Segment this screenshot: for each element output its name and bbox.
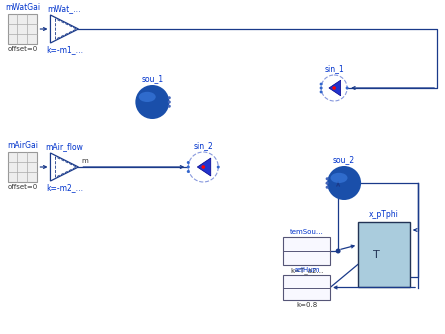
Text: sou_2: sou_2 [333, 155, 355, 164]
Text: k=0.8: k=0.8 [296, 302, 317, 308]
Text: k=-m1_…: k=-m1_… [46, 45, 83, 54]
Circle shape [326, 181, 329, 184]
Circle shape [346, 87, 348, 90]
Polygon shape [329, 80, 340, 96]
Circle shape [321, 75, 347, 101]
Ellipse shape [139, 92, 156, 102]
FancyBboxPatch shape [8, 14, 37, 44]
Circle shape [168, 101, 171, 104]
Text: m: m [81, 158, 88, 164]
Text: k=T_a2…: k=T_a2… [290, 267, 324, 274]
Text: sin_1: sin_1 [324, 64, 344, 73]
Circle shape [320, 87, 323, 90]
Polygon shape [197, 158, 211, 176]
Text: k=-m2_…: k=-m2_… [46, 183, 83, 192]
Text: mWat_…: mWat_… [48, 4, 81, 13]
Circle shape [187, 170, 190, 173]
Circle shape [188, 152, 218, 182]
Circle shape [202, 165, 205, 169]
Circle shape [332, 86, 336, 90]
Text: sin_2: sin_2 [194, 141, 213, 150]
Circle shape [187, 161, 190, 164]
Text: mAir_flow: mAir_flow [45, 142, 83, 151]
Circle shape [135, 85, 169, 119]
Text: relHum: relHum [294, 267, 320, 273]
Text: mWatGai: mWatGai [5, 3, 40, 12]
Circle shape [168, 105, 171, 108]
Text: sou_1: sou_1 [141, 74, 163, 83]
FancyBboxPatch shape [358, 222, 410, 287]
FancyBboxPatch shape [8, 152, 37, 182]
Circle shape [326, 177, 329, 180]
Text: offset=0: offset=0 [8, 46, 38, 52]
Polygon shape [50, 15, 78, 43]
Circle shape [217, 166, 220, 168]
Polygon shape [50, 153, 78, 181]
Circle shape [326, 186, 329, 189]
Text: temSou…: temSou… [290, 229, 324, 235]
Circle shape [336, 248, 340, 254]
Circle shape [168, 96, 171, 99]
FancyBboxPatch shape [283, 275, 330, 300]
Ellipse shape [331, 173, 348, 183]
Circle shape [187, 166, 190, 168]
Circle shape [320, 91, 323, 94]
Circle shape [320, 82, 323, 86]
FancyBboxPatch shape [283, 237, 330, 265]
Text: offset=0: offset=0 [8, 184, 38, 190]
Text: T: T [373, 249, 380, 260]
Text: x_pTphi: x_pTphi [369, 210, 399, 219]
Text: mAirGai: mAirGai [7, 141, 38, 150]
Circle shape [327, 166, 361, 200]
